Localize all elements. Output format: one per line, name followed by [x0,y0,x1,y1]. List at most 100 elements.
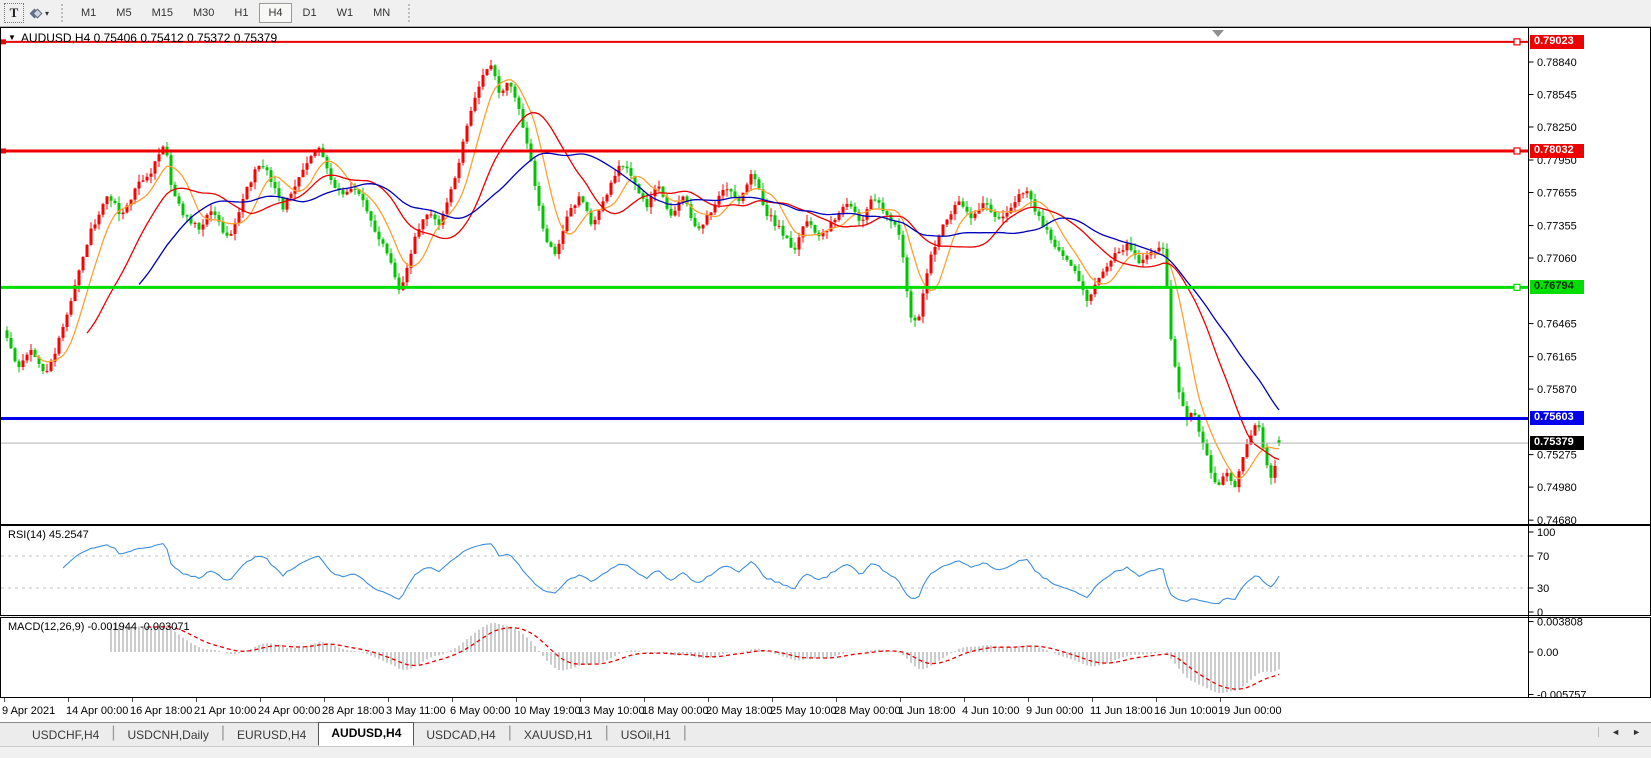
price-tick-label: 0.76165 [1537,352,1577,364]
timeframe-button-H1[interactable]: H1 [234,7,249,19]
macd-signal-line [146,625,1280,690]
time-axis[interactable]: 9 Apr 2021 14 Apr 00:00 16 Apr 18:00 21 Apr… [0,698,1651,722]
price-tick-label: 0.75870 [1537,384,1577,396]
current-price-tag: 0.75379 [1530,436,1584,451]
time-tick [1092,698,1093,702]
time-tick [1220,698,1221,702]
tab-separator: | [604,724,609,741]
hline-price-tag: 0.75603 [1530,411,1584,426]
price-tick-label: 0.76465 [1537,319,1577,331]
time-label: 6 May 00:00 [450,705,511,717]
time-tick [452,698,453,702]
timeframe-button-MN[interactable]: MN [373,7,391,19]
rsi-tick-label: 100 [1537,527,1555,539]
timeframe-button-M15[interactable]: M15 [151,7,173,19]
time-label: 28 May 00:00 [834,705,901,717]
rsi-panel[interactable] [0,525,1651,616]
time-label: 4 Jun 10:00 [962,705,1020,717]
tab-scroll-right-button[interactable]: ► [1632,727,1641,737]
toolbar-separator [408,4,411,22]
tab-separator: | [220,724,225,741]
time-label: 24 Apr 00:00 [258,705,321,717]
timeframe-button-group: M1 M5 M15 M30 H1 H4 D1 W1 MN [71,3,400,23]
rsi-tick-label: 70 [1537,551,1549,563]
price-tick-label: 0.78545 [1537,89,1577,101]
macd-tick-label: 0.003808 [1537,617,1583,629]
price-tick-label: 0.74680 [1537,515,1577,527]
timeframe-button-D1[interactable]: D1 [302,7,317,19]
time-label: 19 Jun 00:00 [1218,705,1282,717]
styles-button[interactable]: ▾ [27,3,53,23]
price-tick-label: 0.77355 [1537,221,1577,233]
status-bar [0,746,1651,758]
time-tick [68,698,69,702]
tab-AUDUSD-H4[interactable]: AUDUSD,H4 [318,722,415,746]
timeframe-button-M1[interactable]: M1 [81,7,97,19]
price-tick-label: 0.77655 [1537,188,1577,200]
time-tick [900,698,901,702]
time-label: 13 May 10:00 [578,705,645,717]
macd-histogram [110,622,1280,694]
price-tick-label: 0.77060 [1537,253,1577,265]
tab-XAUUSD-H1[interactable]: XAUUSD,H1 [523,728,593,742]
tab-USDCHF-H4[interactable]: USDCHF,H4 [32,728,100,742]
time-tick [324,698,325,702]
rsi-label: RSI(14) 45.2547 [8,529,89,541]
hline-handle[interactable] [1513,147,1521,155]
rsi-tick-label: 0 [1537,607,1543,619]
main-panel[interactable] [0,27,1651,525]
symbol-tab-bar: USDCHF,H4 | USDCNH,Daily | EURUSD,H4 AUDUSD,H… [0,722,1651,746]
time-label: 16 Apr 18:00 [130,705,193,717]
time-label: 28 Apr 18:00 [322,705,385,717]
timeframe-button-M30[interactable]: M30 [192,7,215,19]
time-label: 16 Jun 10:00 [1154,705,1218,717]
time-label: 9 Jun 00:00 [1026,705,1084,717]
text-tool-button[interactable]: T [4,3,24,23]
timeframe-button-M5[interactable]: M5 [116,7,132,19]
time-tick [1156,698,1157,702]
hline-price-tag: 0.76794 [1530,280,1584,295]
symbol-dropdown-icon[interactable]: ▼ [8,33,16,42]
macd-tick-label: 0.00 [1537,647,1558,659]
time-label: 10 May 19:00 [514,705,581,717]
tab-scroll-left-button[interactable]: ◄ [1611,727,1621,737]
time-tick [580,698,581,702]
tab-USDCNH-Daily[interactable]: USDCNH,Daily [127,728,209,742]
time-tick [836,698,837,702]
time-label: 20 May 18:00 [706,705,773,717]
time-tick [132,698,133,702]
timeframe-button-H4[interactable]: H4 [259,3,292,23]
time-tick [196,698,197,702]
tab-USDCAD-H4[interactable]: USDCAD,H4 [426,728,496,742]
time-label: 1 Jun 18:00 [898,705,956,717]
chart-shift-marker-icon[interactable] [1212,30,1224,37]
hline-handle[interactable] [1,39,6,45]
hline-handle[interactable] [1513,38,1521,46]
time-label: 25 May 10:00 [770,705,837,717]
hline-price-tag: 0.78032 [1530,143,1584,158]
macd-label: MACD(12,26,9) -0.001944 -0.003071 [8,621,190,633]
time-tick [388,698,389,702]
hline-handle[interactable] [1,148,6,154]
tab-EURUSD-H4[interactable]: EURUSD,H4 [237,728,307,742]
hline-handle[interactable] [1513,283,1521,291]
time-label: 14 Apr 00:00 [66,705,129,717]
chevron-down-icon: ▾ [45,8,50,18]
time-tick [772,698,773,702]
rsi-tick-label: 30 [1537,583,1549,595]
chart-title: ▼ AUDUSD,H4 0.75406 0.75412 0.75372 0.75… [8,31,277,45]
time-tick [516,698,517,702]
time-tick [964,698,965,702]
time-label: 18 May 00:00 [642,705,709,717]
time-label: 9 Apr 2021 [2,705,56,717]
toolbar: T ▾ M1 M5 M15 M30 H1 H4 D1 W1 MN [0,0,1651,27]
hline-price-tag: 0.79023 [1530,34,1584,49]
tab-USOil-H1[interactable]: USOil,H1 [620,728,671,742]
timeframe-button-W1[interactable]: W1 [336,7,354,19]
price-tick-label: 0.78250 [1537,122,1577,134]
rsi-line [62,542,1280,605]
tab-scroll-buttons: ◄ ► [1598,727,1641,737]
ma-8-line [34,79,1280,480]
price-tick-label: 0.75275 [1537,450,1577,462]
